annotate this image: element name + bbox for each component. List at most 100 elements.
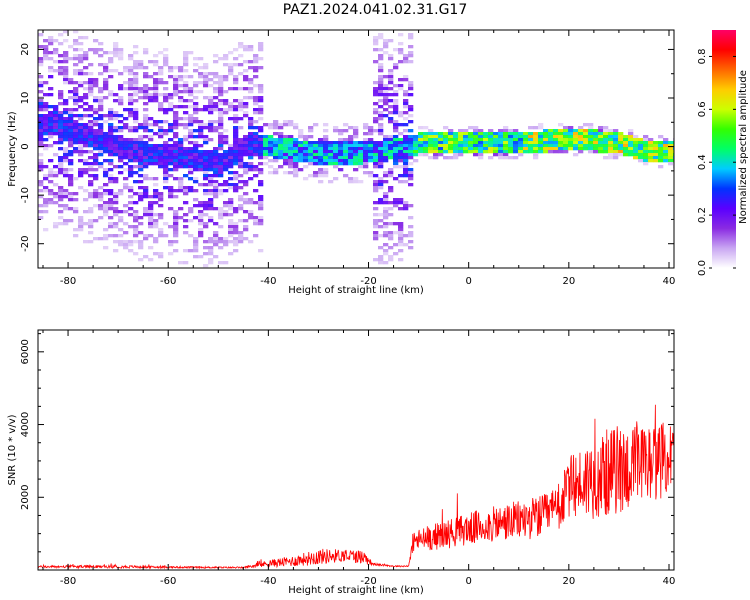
heatmap-cell — [183, 249, 189, 253]
heatmap-cell — [293, 150, 299, 154]
heatmap-cell — [238, 234, 244, 238]
heatmap-cell — [188, 189, 194, 193]
heatmap-cell — [463, 138, 469, 142]
heatmap-cell — [383, 207, 389, 211]
heatmap-cell — [203, 168, 209, 172]
heatmap-cell — [408, 171, 414, 175]
heatmap-cell — [283, 135, 289, 139]
heatmap-cell — [68, 177, 74, 181]
heatmap-cell — [208, 219, 214, 223]
heatmap-cell — [128, 108, 134, 112]
heatmap-cell — [208, 177, 214, 181]
heatmap-cell — [38, 75, 44, 79]
heatmap-cell — [203, 207, 209, 211]
heatmap-cell — [378, 114, 384, 118]
heatmap-cell — [223, 165, 229, 169]
heatmap-cell — [468, 150, 474, 154]
heatmap-cell — [73, 93, 79, 97]
heatmap-cell — [513, 129, 519, 133]
heatmap-cell — [103, 207, 109, 211]
heatmap-cell — [228, 213, 234, 217]
heatmap-cell — [58, 96, 64, 100]
heatmap-cell — [83, 66, 89, 70]
heatmap-cell — [443, 132, 449, 136]
heatmap-cell — [183, 75, 189, 79]
heatmap-cell — [73, 210, 79, 214]
heatmap-cell — [413, 150, 419, 154]
heatmap-cell — [388, 138, 394, 142]
heatmap-cell — [558, 150, 564, 154]
heatmap-cell — [333, 156, 339, 160]
heatmap-cell — [378, 183, 384, 187]
heatmap-cell — [113, 144, 119, 148]
heatmap-cell — [108, 57, 114, 61]
heatmap-cell — [408, 174, 414, 178]
heatmap-cell — [228, 156, 234, 160]
heatmap-cell — [573, 144, 579, 148]
heatmap-cell — [218, 108, 224, 112]
heatmap-cell — [498, 147, 504, 151]
heatmap-cell — [393, 153, 399, 157]
heatmap-cell — [588, 123, 594, 127]
heatmap-cell — [73, 198, 79, 202]
heatmap-cell — [58, 159, 64, 163]
heatmap-cell — [563, 141, 569, 145]
heatmap-cell — [543, 144, 549, 148]
heatmap-cell — [353, 132, 359, 136]
heatmap-cell — [443, 126, 449, 130]
heatmap-cell — [418, 147, 424, 151]
heatmap-cell — [173, 81, 179, 85]
heatmap-cell — [48, 180, 54, 184]
heatmap-cell — [158, 93, 164, 97]
heatmap-cell — [238, 180, 244, 184]
heatmap-cell — [118, 51, 124, 55]
heatmap-cell — [588, 135, 594, 139]
heatmap-cell — [218, 192, 224, 196]
heatmap-cell — [293, 141, 299, 145]
heatmap-cell — [393, 102, 399, 106]
heatmap-cell — [393, 123, 399, 127]
heatmap-cell — [83, 96, 89, 100]
heatmap-cell — [193, 120, 199, 124]
heatmap-cell — [648, 138, 654, 142]
heatmap-cell — [233, 120, 239, 124]
heatmap-cell — [233, 138, 239, 142]
heatmap-cell — [373, 258, 379, 262]
heatmap-cell — [218, 123, 224, 127]
heatmap-cell — [273, 132, 279, 136]
heatmap-cell — [633, 150, 639, 154]
heatmap-cell — [123, 246, 129, 250]
heatmap-cell — [603, 147, 609, 151]
heatmap-cell — [153, 63, 159, 67]
heatmap-cell — [278, 132, 284, 136]
heatmap-cell — [233, 207, 239, 211]
heatmap-cell — [173, 165, 179, 169]
heatmap-cell — [403, 123, 409, 127]
heatmap-cell — [43, 174, 49, 178]
heatmap-cell — [198, 228, 204, 232]
heatmap-cell — [78, 117, 84, 121]
heatmap-cell — [128, 240, 134, 244]
heatmap-cell — [668, 147, 674, 151]
heatmap-cell — [478, 138, 484, 142]
heatmap-cell — [398, 159, 404, 163]
heatmap-cell — [223, 204, 229, 208]
heatmap-cell — [38, 159, 44, 163]
heatmap-cell — [118, 99, 124, 103]
heatmap-cell — [108, 108, 114, 112]
heatmap-cell — [113, 177, 119, 181]
heatmap-cell — [168, 144, 174, 148]
heatmap-cell — [88, 48, 94, 52]
heatmap-cell — [118, 126, 124, 130]
heatmap-cell — [213, 102, 219, 106]
heatmap-cell — [138, 159, 144, 163]
heatmap-cell — [258, 84, 264, 88]
heatmap-cell — [218, 102, 224, 106]
heatmap-cell — [243, 237, 249, 241]
heatmap-cell — [383, 201, 389, 205]
heatmap-cell — [408, 54, 414, 58]
heatmap-cell — [373, 93, 379, 97]
heatmap-cell — [543, 141, 549, 145]
heatmap-cell — [113, 195, 119, 199]
heatmap-cell — [393, 99, 399, 103]
